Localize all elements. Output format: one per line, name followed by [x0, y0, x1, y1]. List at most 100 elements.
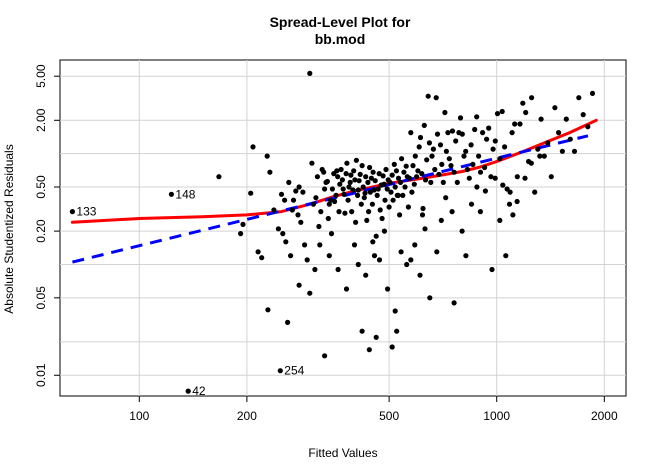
data-point: [343, 171, 349, 177]
series-lines: [70, 118, 598, 264]
data-point: [497, 217, 503, 223]
data-point: [492, 175, 498, 181]
data-point: [538, 116, 544, 122]
data-point: [457, 115, 464, 121]
data-point: [425, 93, 431, 99]
data-point: [355, 187, 361, 193]
data-point: [312, 266, 318, 273]
data-point: [388, 189, 394, 195]
data-point: [334, 168, 340, 174]
data-point: [429, 153, 435, 159]
data-point: [484, 136, 490, 142]
data-point: [571, 148, 578, 154]
data-point: [259, 255, 265, 261]
point-label-254: 254: [284, 364, 304, 378]
data-point: [358, 201, 364, 207]
data-point: [321, 169, 327, 175]
data-point: [541, 153, 547, 159]
data-point: [357, 171, 363, 177]
data-point: [324, 178, 330, 185]
plot-area-frame: [59, 59, 627, 397]
data-point: [335, 266, 341, 273]
data-point: [488, 174, 494, 180]
point-label-133: 133: [76, 205, 96, 219]
data-point: [552, 105, 558, 111]
point-label-42: 42: [192, 384, 206, 398]
data-point: [393, 168, 399, 174]
data-point: [386, 204, 392, 210]
data-point: [439, 161, 445, 167]
data-point: [296, 282, 302, 288]
data-point: [443, 195, 449, 201]
data-point: [335, 174, 341, 180]
y-axis-label: Absolute Studentized Residuals: [2, 144, 16, 313]
data-point: [474, 184, 480, 190]
data-point: [410, 163, 416, 169]
data-point: [265, 307, 271, 313]
data-point: [421, 122, 427, 128]
data-point: [502, 144, 508, 150]
data-point: [474, 114, 480, 120]
data-point: [427, 295, 433, 301]
data-point: [417, 272, 423, 278]
data-point: [461, 153, 467, 159]
data-point: [468, 142, 474, 148]
data-point: [318, 209, 324, 215]
data-point: [375, 186, 381, 192]
data-point: [402, 184, 408, 190]
data-point: [345, 197, 351, 203]
data-point: [422, 226, 428, 232]
data-point: [385, 286, 391, 292]
data-point: [275, 226, 281, 232]
data-point: [499, 108, 505, 115]
data-point: [313, 195, 319, 201]
data-point: [367, 189, 373, 195]
data-point: [325, 215, 331, 222]
data-point: [500, 182, 506, 188]
data-point: [360, 184, 366, 190]
data-point: [336, 209, 342, 215]
data-point: [295, 212, 301, 218]
data-point: [302, 242, 308, 248]
data-point: [415, 168, 421, 174]
data-point: [296, 184, 302, 190]
data-point: [293, 188, 299, 194]
data-point: [528, 160, 534, 166]
data-point: [304, 257, 310, 263]
data-point: [250, 144, 256, 150]
data-point: [512, 121, 518, 127]
data-point: [337, 181, 343, 187]
data-point: [576, 95, 582, 101]
data-point: [351, 242, 358, 248]
data-point: [492, 138, 498, 144]
data-point: [326, 201, 332, 207]
chart-title-line1: Spread-Level Plot for: [270, 14, 411, 30]
labeled-point-148: [168, 191, 174, 197]
data-point: [351, 168, 357, 174]
data-point: [422, 177, 429, 183]
data-point: [490, 146, 496, 152]
data-point: [391, 161, 397, 167]
data-point: [300, 189, 306, 195]
data-point: [476, 153, 482, 159]
data-point: [477, 169, 484, 175]
data-point: [309, 160, 315, 166]
data-point: [362, 190, 368, 196]
data-point: [289, 207, 295, 213]
data-point: [509, 130, 515, 136]
data-point: [520, 100, 526, 106]
data-points: [216, 70, 596, 359]
data-point: [437, 142, 444, 148]
data-point: [522, 175, 528, 181]
data-point: [453, 138, 459, 144]
data-point: [381, 228, 387, 234]
data-point: [370, 169, 376, 175]
data-point: [361, 195, 367, 201]
point-labels: 133 148 254 42: [69, 187, 305, 398]
data-point: [406, 175, 413, 181]
data-point: [367, 164, 373, 171]
data-point: [373, 334, 379, 340]
data-point: [347, 179, 353, 185]
data-point: [430, 146, 436, 152]
